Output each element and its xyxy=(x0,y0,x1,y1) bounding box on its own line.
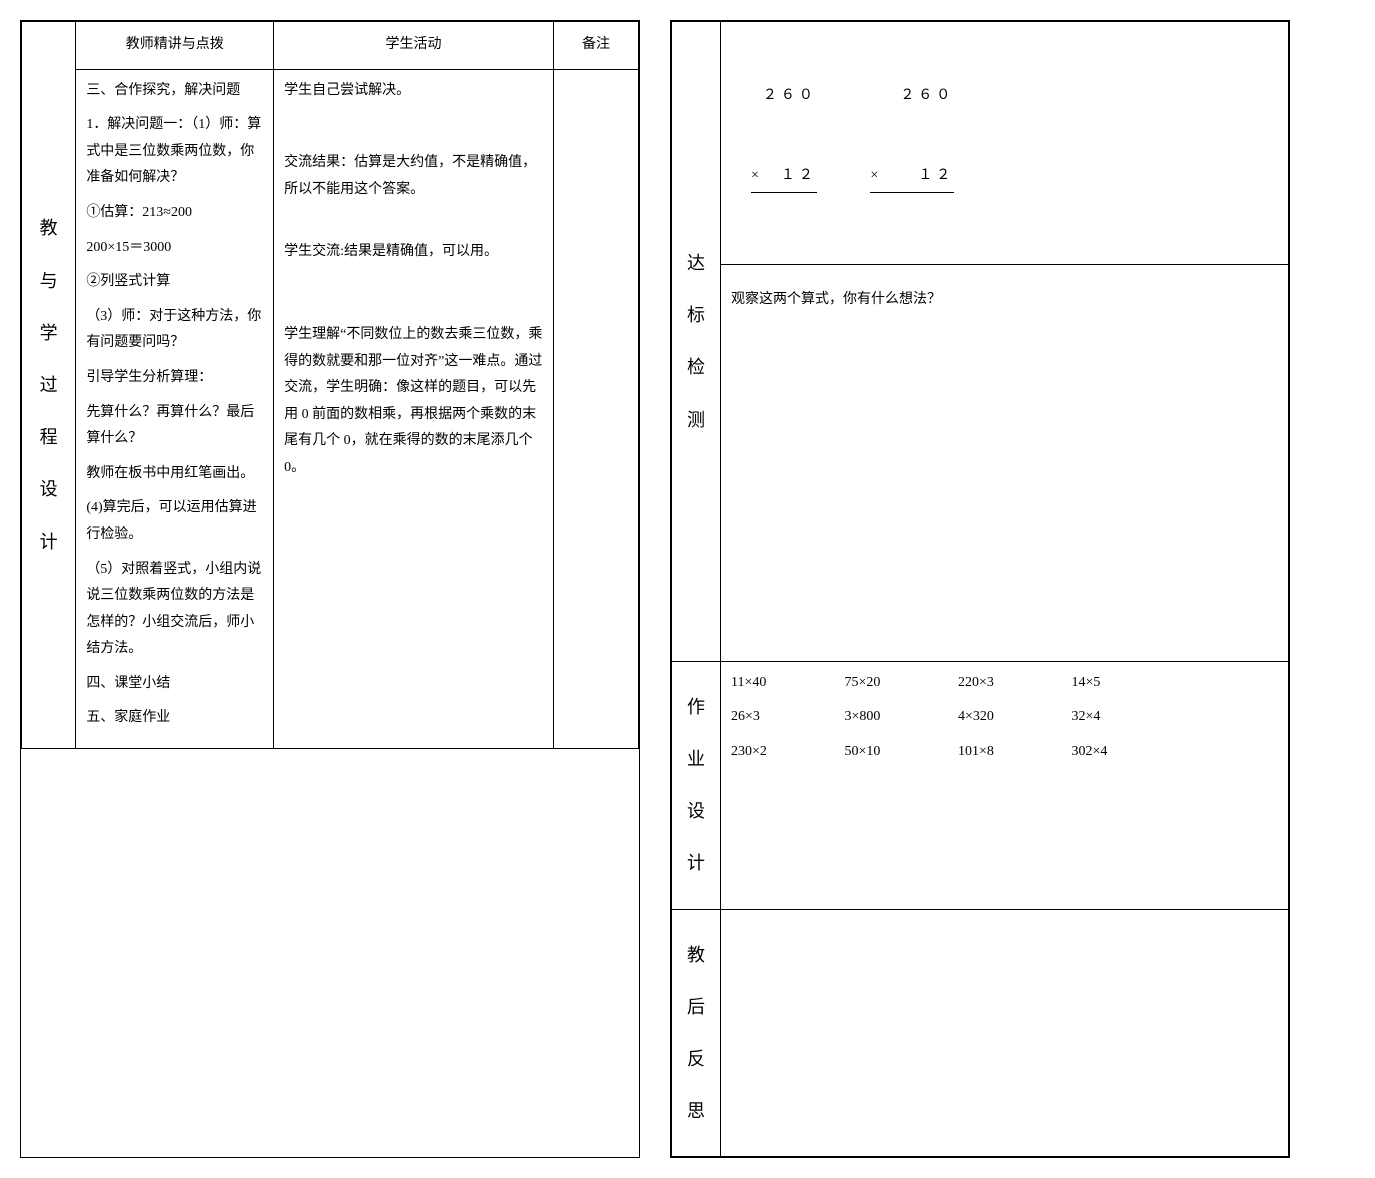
work-item: 32×4 xyxy=(1072,704,1182,731)
work-item: 75×20 xyxy=(845,670,955,697)
right-side-reflect: 教 后 反 思 xyxy=(672,909,721,1157)
calc-line: × １２ xyxy=(751,163,817,193)
teach-p: （5）对照着竖式，小组内说说三位数乘两位数的方法是怎样的？小组交流后，师小结方法… xyxy=(86,557,263,663)
work-item: 230×2 xyxy=(731,739,841,766)
teach-p: 教师在板书中用红笔画出。 xyxy=(86,461,263,488)
act-p: 学生自己尝试解决。 xyxy=(284,78,543,105)
side-char: 业 xyxy=(676,742,716,776)
work-item: 14×5 xyxy=(1072,670,1182,697)
teach-p: 五、家庭作业 xyxy=(86,705,263,732)
side-char: 教 xyxy=(28,211,69,245)
right-side-dabiao: 达 标 检 测 xyxy=(672,22,721,662)
work-item: 3×800 xyxy=(845,704,955,731)
side-char: 后 xyxy=(676,990,716,1024)
calc-cell: ２６０ × １２ ２６０ × １２ xyxy=(721,22,1289,265)
teacher-cell: 三、合作探究，解决问题 1．解决问题一：（1）师：算式中是三位数乘两位数，你准备… xyxy=(76,69,274,748)
teach-p: ①估算：213≈200 xyxy=(86,200,263,227)
side-char: 教 xyxy=(676,938,716,972)
side-char: 反 xyxy=(676,1042,716,1076)
teach-p: 200×15＝3000 xyxy=(86,235,263,262)
work-row: 230×2 50×10 101×8 302×4 xyxy=(731,739,1278,766)
right-table: 达 标 检 测 ２６０ × １２ ２６０ × １２ 观察这两个算式，你有什么想法… xyxy=(671,21,1289,1157)
calc-line: ２６０ xyxy=(870,83,954,110)
teach-p: 四、课堂小结 xyxy=(86,671,263,698)
act-p: 交流结果：估算是大约值，不是精确值，所以不能用这个答案。 xyxy=(284,150,543,203)
header-note: 备注 xyxy=(553,22,638,70)
work-item: 11×40 xyxy=(731,670,841,697)
observe-cell: 观察这两个算式，你有什么想法？ xyxy=(721,264,1289,661)
teach-p: 引导学生分析算理： xyxy=(86,365,263,392)
calc-line: × １２ xyxy=(870,163,954,193)
side-char: 设 xyxy=(676,794,716,828)
vertical-calc-2: ２６０ × １２ xyxy=(870,30,954,246)
teach-p: 1．解决问题一：（1）师：算式中是三位数乘两位数，你准备如何解决？ xyxy=(86,112,263,192)
side-char: 计 xyxy=(676,846,716,880)
student-cell: 学生自己尝试解决。 交流结果：估算是大约值，不是精确值，所以不能用这个答案。 学… xyxy=(274,69,554,748)
side-char: 标 xyxy=(676,298,716,332)
side-char: 设 xyxy=(28,472,69,506)
teach-p: (4)算完后，可以运用估算进行检验。 xyxy=(86,495,263,548)
header-student: 学生活动 xyxy=(274,22,554,70)
work-item: 101×8 xyxy=(958,739,1068,766)
right-page: 达 标 检 测 ２６０ × １２ ２６０ × １２ 观察这两个算式，你有什么想法… xyxy=(670,20,1290,1158)
left-side-label: 教 与 学 过 程 设 计 xyxy=(22,22,76,749)
calc-line: ２６０ xyxy=(751,83,817,110)
work-item: 220×3 xyxy=(958,670,1068,697)
calc-m: １２ xyxy=(918,168,954,183)
side-char: 达 xyxy=(676,246,716,280)
side-char: 作 xyxy=(676,690,716,724)
side-char: 测 xyxy=(676,403,716,437)
right-side-work: 作 业 设 计 xyxy=(672,661,721,909)
work-row: 26×3 3×800 4×320 32×4 xyxy=(731,704,1278,731)
teach-p: ②列竖式计算 xyxy=(86,269,263,296)
side-char: 过 xyxy=(28,368,69,402)
work-row: 11×40 75×20 220×3 14×5 xyxy=(731,670,1278,697)
work-item: 26×3 xyxy=(731,704,841,731)
calc-m: １２ xyxy=(781,168,817,183)
observe-text: 观察这两个算式，你有什么想法？ xyxy=(731,287,1278,314)
side-char: 与 xyxy=(28,264,69,298)
work-item: 4×320 xyxy=(958,704,1068,731)
work-item: 302×4 xyxy=(1072,739,1182,766)
teach-p: （3）师：对于这种方法，你有问题要问吗？ xyxy=(86,304,263,357)
side-char: 思 xyxy=(676,1094,716,1128)
work-cell: 11×40 75×20 220×3 14×5 26×3 3×800 4×320 … xyxy=(721,661,1289,909)
teach-p: 三、合作探究，解决问题 xyxy=(86,78,263,105)
act-p: 学生交流:结果是精确值，可以用。 xyxy=(284,239,543,266)
act-p: 学生理解“不同数位上的数去乘三位数，乘得的数就要和那一位对齐”这一难点。通过交流… xyxy=(284,322,543,482)
side-char: 检 xyxy=(676,350,716,384)
side-char: 学 xyxy=(28,316,69,350)
vertical-calc-1: ２６０ × １２ xyxy=(751,30,817,246)
teach-p: 先算什么？再算什么？最后算什么？ xyxy=(86,400,263,453)
left-page: 教 与 学 过 程 设 计 教师精讲与点拨 学生活动 备注 三、合作探究，解决问… xyxy=(20,20,640,1158)
left-table: 教 与 学 过 程 设 计 教师精讲与点拨 学生活动 备注 三、合作探究，解决问… xyxy=(21,21,639,749)
reflect-cell xyxy=(721,909,1289,1157)
side-char: 程 xyxy=(28,420,69,454)
work-item: 50×10 xyxy=(845,739,955,766)
side-char: 计 xyxy=(28,525,69,559)
note-cell xyxy=(553,69,638,748)
header-teacher: 教师精讲与点拨 xyxy=(76,22,274,70)
